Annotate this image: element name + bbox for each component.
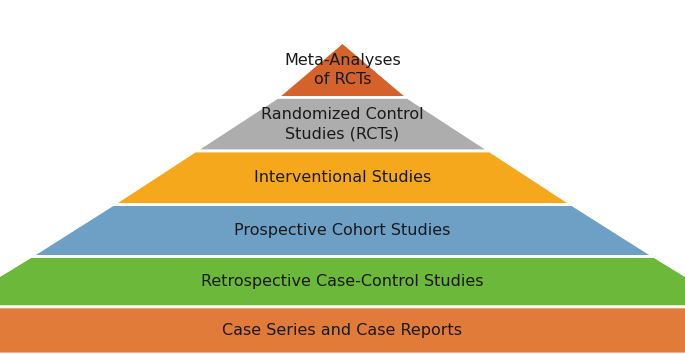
Text: Meta-Analyses
of RCTs: Meta-Analyses of RCTs: [284, 53, 401, 87]
Polygon shape: [0, 307, 685, 354]
Polygon shape: [31, 205, 654, 257]
Polygon shape: [0, 257, 685, 307]
Text: Retrospective Case-Control Studies: Retrospective Case-Control Studies: [201, 274, 484, 289]
Polygon shape: [113, 151, 572, 205]
Text: Prospective Cohort Studies: Prospective Cohort Studies: [234, 223, 451, 238]
Text: Randomized Control
Studies (RCTs): Randomized Control Studies (RCTs): [261, 107, 424, 141]
Text: Case Series and Case Reports: Case Series and Case Reports: [223, 323, 462, 338]
Polygon shape: [195, 97, 490, 151]
Text: Interventional Studies: Interventional Studies: [254, 170, 431, 185]
Polygon shape: [277, 42, 408, 97]
